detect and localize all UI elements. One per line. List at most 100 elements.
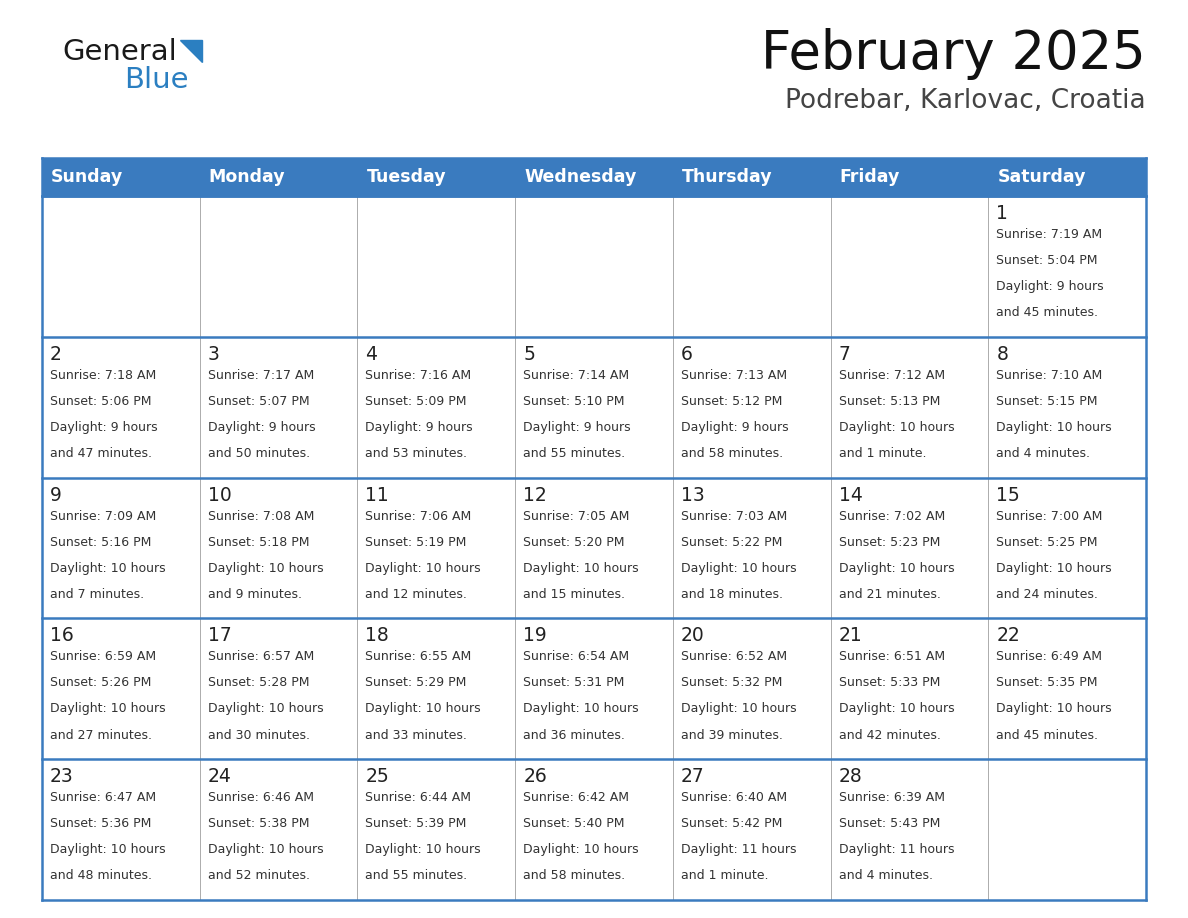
Text: Sunrise: 6:42 AM: Sunrise: 6:42 AM [523, 791, 630, 804]
Text: Daylight: 11 hours: Daylight: 11 hours [839, 844, 954, 856]
Text: 3: 3 [208, 345, 220, 364]
Text: 18: 18 [366, 626, 390, 645]
Text: Sunset: 5:42 PM: Sunset: 5:42 PM [681, 817, 782, 830]
Polygon shape [181, 40, 202, 62]
Bar [42, 337, 200, 477]
Text: General: General [62, 38, 177, 66]
Text: Daylight: 10 hours: Daylight: 10 hours [50, 844, 165, 856]
Text: 13: 13 [681, 486, 704, 505]
Bar [42, 759, 200, 900]
Text: Sunset: 5:09 PM: Sunset: 5:09 PM [366, 395, 467, 408]
Text: Daylight: 10 hours: Daylight: 10 hours [997, 702, 1112, 715]
Text: Sunrise: 7:09 AM: Sunrise: 7:09 AM [50, 509, 157, 522]
Text: and 24 minutes.: and 24 minutes. [997, 588, 1098, 600]
Bar [830, 196, 988, 337]
Bar [672, 158, 830, 196]
Text: and 58 minutes.: and 58 minutes. [523, 869, 625, 882]
Text: Daylight: 10 hours: Daylight: 10 hours [208, 844, 323, 856]
Text: Sunset: 5:38 PM: Sunset: 5:38 PM [208, 817, 309, 830]
Text: 14: 14 [839, 486, 862, 505]
Bar [200, 337, 358, 477]
Bar [672, 619, 830, 759]
Bar [830, 158, 988, 196]
Text: and 18 minutes.: and 18 minutes. [681, 588, 783, 600]
Bar [200, 759, 358, 900]
Text: Sunrise: 7:14 AM: Sunrise: 7:14 AM [523, 369, 630, 382]
Text: 11: 11 [366, 486, 390, 505]
Text: Sunrise: 6:44 AM: Sunrise: 6:44 AM [366, 791, 472, 804]
Bar [200, 196, 358, 337]
Text: Sunset: 5:23 PM: Sunset: 5:23 PM [839, 535, 940, 549]
Bar [672, 759, 830, 900]
Text: and 12 minutes.: and 12 minutes. [366, 588, 467, 600]
Text: Sunset: 5:18 PM: Sunset: 5:18 PM [208, 535, 309, 549]
Text: and 48 minutes.: and 48 minutes. [50, 869, 152, 882]
Bar [988, 619, 1146, 759]
Text: Sunset: 5:39 PM: Sunset: 5:39 PM [366, 817, 467, 830]
Text: Sunset: 5:25 PM: Sunset: 5:25 PM [997, 535, 1098, 549]
Bar [200, 619, 358, 759]
Bar [830, 619, 988, 759]
Text: and 55 minutes.: and 55 minutes. [366, 869, 468, 882]
Text: Daylight: 10 hours: Daylight: 10 hours [523, 702, 639, 715]
Bar [516, 759, 672, 900]
Text: and 45 minutes.: and 45 minutes. [997, 306, 1098, 319]
Text: 19: 19 [523, 626, 546, 645]
Text: Sunrise: 6:39 AM: Sunrise: 6:39 AM [839, 791, 944, 804]
Text: 12: 12 [523, 486, 546, 505]
Bar [672, 196, 830, 337]
Text: 9: 9 [50, 486, 62, 505]
Bar [988, 196, 1146, 337]
Text: Daylight: 9 hours: Daylight: 9 hours [681, 420, 789, 434]
Text: and 36 minutes.: and 36 minutes. [523, 729, 625, 742]
Bar [516, 477, 672, 619]
Text: Sunset: 5:32 PM: Sunset: 5:32 PM [681, 677, 782, 689]
Bar [830, 337, 988, 477]
Text: and 1 minute.: and 1 minute. [681, 869, 769, 882]
Text: Daylight: 9 hours: Daylight: 9 hours [208, 420, 315, 434]
Text: Sunset: 5:12 PM: Sunset: 5:12 PM [681, 395, 782, 408]
Bar [42, 619, 200, 759]
Text: Daylight: 10 hours: Daylight: 10 hours [208, 702, 323, 715]
Text: and 52 minutes.: and 52 minutes. [208, 869, 310, 882]
Bar [358, 196, 516, 337]
Text: Sunset: 5:15 PM: Sunset: 5:15 PM [997, 395, 1098, 408]
Text: Daylight: 10 hours: Daylight: 10 hours [839, 420, 954, 434]
Text: Sunset: 5:35 PM: Sunset: 5:35 PM [997, 677, 1098, 689]
Text: 4: 4 [366, 345, 378, 364]
Bar [830, 759, 988, 900]
Text: and 4 minutes.: and 4 minutes. [997, 447, 1091, 460]
Text: 23: 23 [50, 767, 74, 786]
Text: Daylight: 10 hours: Daylight: 10 hours [997, 420, 1112, 434]
Text: Sunrise: 6:55 AM: Sunrise: 6:55 AM [366, 650, 472, 664]
Bar [988, 158, 1146, 196]
Text: Daylight: 9 hours: Daylight: 9 hours [523, 420, 631, 434]
Text: Daylight: 11 hours: Daylight: 11 hours [681, 844, 796, 856]
Bar [988, 337, 1146, 477]
Text: 20: 20 [681, 626, 704, 645]
Text: 6: 6 [681, 345, 693, 364]
Bar [988, 759, 1146, 900]
Text: Daylight: 9 hours: Daylight: 9 hours [50, 420, 158, 434]
Text: Sunrise: 7:12 AM: Sunrise: 7:12 AM [839, 369, 944, 382]
Text: Daylight: 10 hours: Daylight: 10 hours [50, 562, 165, 575]
Text: 27: 27 [681, 767, 704, 786]
Text: Sunset: 5:31 PM: Sunset: 5:31 PM [523, 677, 625, 689]
Text: 22: 22 [997, 626, 1020, 645]
Text: Sunset: 5:26 PM: Sunset: 5:26 PM [50, 677, 151, 689]
Bar [200, 158, 358, 196]
Text: Sunrise: 6:40 AM: Sunrise: 6:40 AM [681, 791, 786, 804]
Text: Sunrise: 7:08 AM: Sunrise: 7:08 AM [208, 509, 314, 522]
Text: Sunset: 5:22 PM: Sunset: 5:22 PM [681, 535, 782, 549]
Text: Sunrise: 6:59 AM: Sunrise: 6:59 AM [50, 650, 156, 664]
Text: Monday: Monday [209, 168, 285, 186]
Text: Sunrise: 6:47 AM: Sunrise: 6:47 AM [50, 791, 156, 804]
Text: Friday: Friday [840, 168, 901, 186]
Bar [988, 477, 1146, 619]
Text: Daylight: 10 hours: Daylight: 10 hours [997, 562, 1112, 575]
Text: Daylight: 10 hours: Daylight: 10 hours [523, 844, 639, 856]
Bar [672, 337, 830, 477]
Text: Sunrise: 7:10 AM: Sunrise: 7:10 AM [997, 369, 1102, 382]
Text: and 58 minutes.: and 58 minutes. [681, 447, 783, 460]
Text: Sunday: Sunday [51, 168, 124, 186]
